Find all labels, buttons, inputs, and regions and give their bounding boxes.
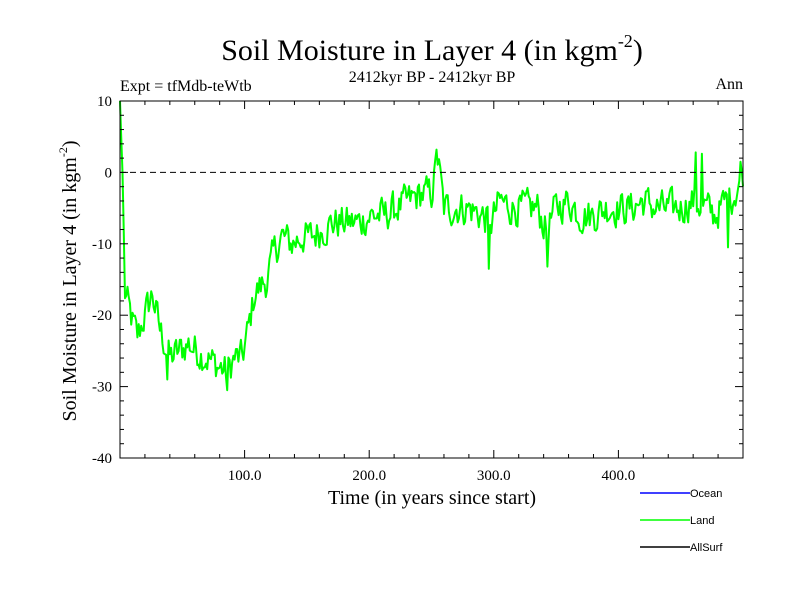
plot-area: -40 -30 -20 -10 0 10 100.0 200.0 300.0 400.0 xyxy=(92,94,744,484)
y-axis-label-main: Soil Moisture in Layer 4 (in kgm xyxy=(59,157,81,422)
y-tick-label: 10 xyxy=(97,94,112,110)
y-axis-label-close: ) xyxy=(59,140,81,147)
x-tick-label: 300.0 xyxy=(477,468,511,484)
season-label: Ann xyxy=(715,76,743,93)
chart-title: Soil Moisture in Layer 4 (in kgm-2) xyxy=(221,31,643,67)
expt-label: Expt = tfMdb-teWtb xyxy=(120,78,252,95)
y-axis-label-sup: -2 xyxy=(56,147,70,157)
legend-label-ocean: Ocean xyxy=(690,488,722,500)
legend: Ocean Land AllSurf xyxy=(640,488,723,554)
x-tick-label: 100.0 xyxy=(228,468,262,484)
legend-label-land: Land xyxy=(690,515,714,527)
x-axis-label: Time (in years since start) xyxy=(328,487,536,509)
legend-label-allsurf: AllSurf xyxy=(690,542,723,554)
x-tick-label: 200.0 xyxy=(352,468,386,484)
y-tick-label: -20 xyxy=(92,308,112,324)
chart-subtitle: 2412kyr BP - 2412kyr BP xyxy=(349,69,516,86)
chart-title-sup: -2 xyxy=(618,31,633,51)
chart-title-close: ) xyxy=(633,34,643,67)
y-tick-label: -10 xyxy=(92,237,112,253)
y-tick-label: -40 xyxy=(92,451,112,467)
y-axis-label: Soil Moisture in Layer 4 (in kgm-2) xyxy=(56,140,81,421)
x-tick-label: 400.0 xyxy=(602,468,636,484)
chart-title-main: Soil Moisture in Layer 4 (in kgm xyxy=(221,34,618,67)
series-line-land xyxy=(119,100,744,392)
plot-frame xyxy=(119,100,744,459)
y-tick-label: -30 xyxy=(92,380,112,396)
y-tick-label: 0 xyxy=(105,165,113,181)
